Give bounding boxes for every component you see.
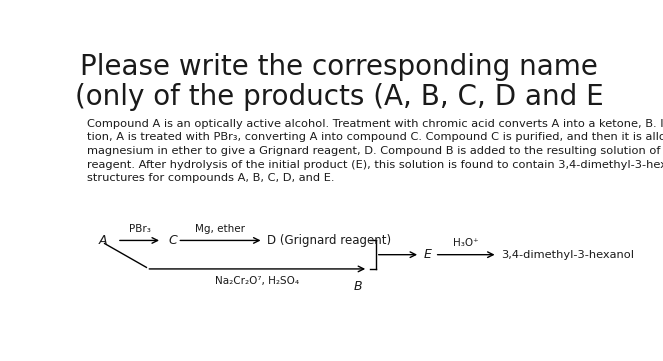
Text: B: B	[353, 280, 362, 293]
Text: A: A	[98, 234, 107, 247]
Text: C: C	[168, 234, 177, 247]
Text: Please write the corresponding name: Please write the corresponding name	[80, 53, 598, 81]
Text: Mg, ether: Mg, ether	[196, 223, 245, 234]
Text: Na₂Cr₂O⁷, H₂SO₄: Na₂Cr₂O⁷, H₂SO₄	[215, 276, 299, 286]
Text: H₃O⁺: H₃O⁺	[453, 238, 479, 248]
Text: E: E	[424, 248, 432, 261]
Text: (only of the products (A, B, C, D and E: (only of the products (A, B, C, D and E	[75, 83, 604, 110]
Text: Compound A is an optically active alcohol. Treatment with chromic acid converts : Compound A is an optically active alcoho…	[87, 119, 663, 183]
Text: PBr₃: PBr₃	[129, 223, 151, 234]
Text: D (Grignard reagent): D (Grignard reagent)	[267, 234, 391, 247]
Text: 3,4-dimethyl-3-hexanol: 3,4-dimethyl-3-hexanol	[501, 250, 634, 260]
